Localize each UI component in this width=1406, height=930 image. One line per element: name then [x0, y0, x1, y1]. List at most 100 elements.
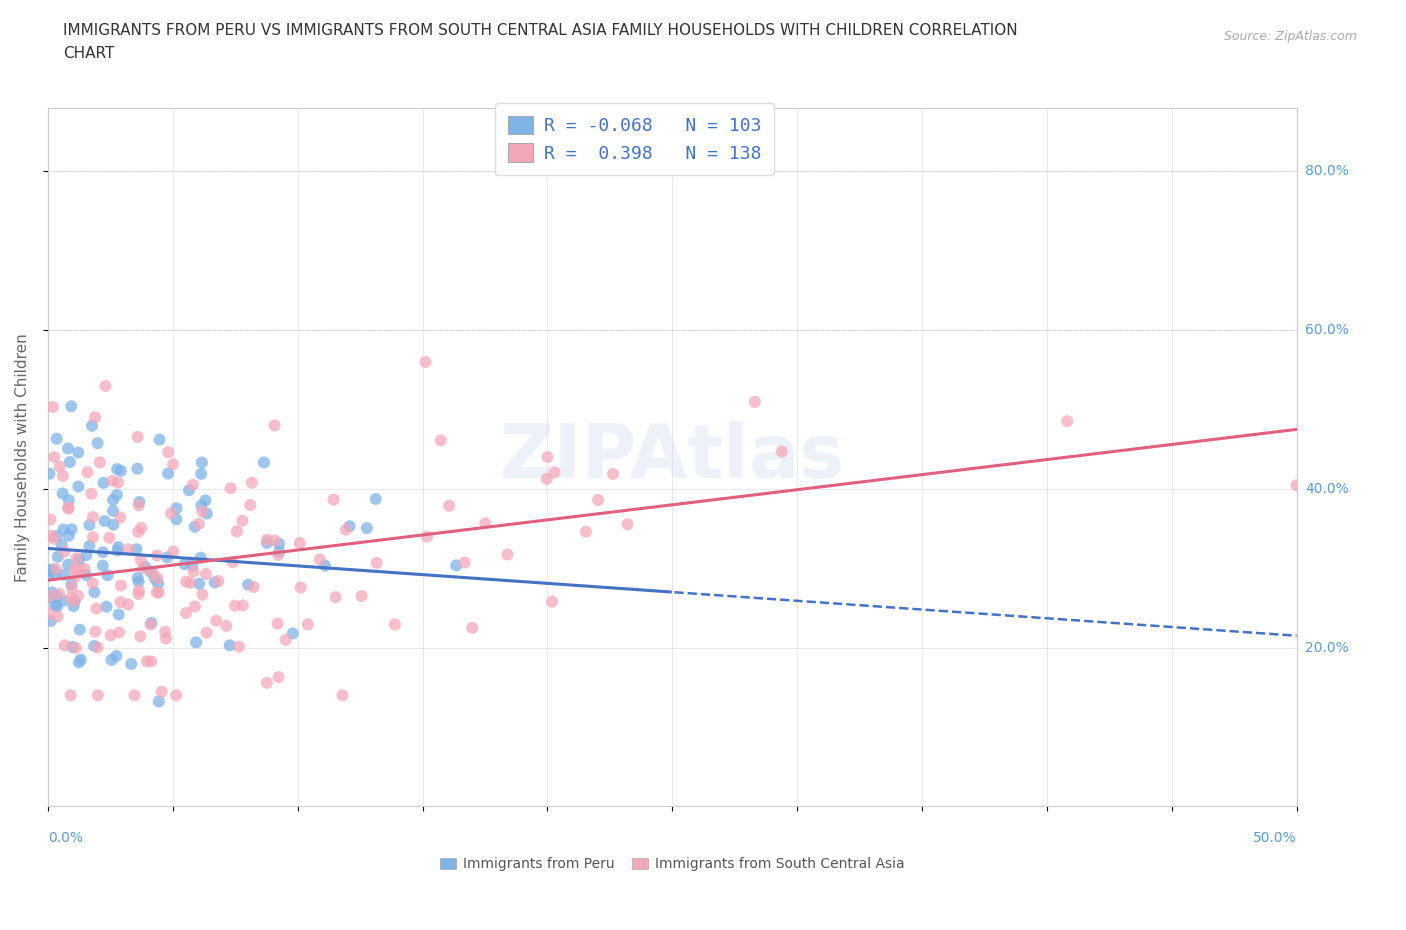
- Point: [416, 529, 439, 544]
- Point: [127, 461, 149, 476]
- Point: [87, 688, 110, 703]
- Point: [429, 433, 451, 448]
- Text: IMMIGRANTS FROM PERU VS IMMIGRANTS FROM SOUTH CENTRAL ASIA FAMILY HOUSEHOLDS WIT: IMMIGRANTS FROM PERU VS IMMIGRANTS FROM …: [63, 23, 1018, 38]
- Text: 80.0%: 80.0%: [1305, 165, 1348, 179]
- Legend: Immigrants from Peru, Immigrants from South Central Asia: Immigrants from Peru, Immigrants from So…: [434, 852, 911, 877]
- Point: [69, 652, 91, 667]
- Point: [44, 598, 66, 613]
- Point: [187, 516, 209, 531]
- Point: [141, 565, 163, 579]
- Point: [110, 510, 132, 525]
- Point: [101, 473, 124, 488]
- Point: [575, 525, 598, 539]
- Point: [141, 616, 163, 631]
- Point: [117, 597, 139, 612]
- Point: [332, 688, 354, 703]
- Point: [41, 585, 63, 600]
- Point: [38, 567, 60, 582]
- Point: [191, 587, 214, 602]
- Point: [179, 576, 201, 591]
- Point: [224, 598, 246, 613]
- Point: [127, 570, 149, 585]
- Point: [83, 639, 105, 654]
- Point: [79, 518, 101, 533]
- Point: [139, 565, 162, 579]
- Point: [415, 354, 437, 369]
- Point: [184, 519, 207, 534]
- Point: [602, 467, 624, 482]
- Point: [38, 563, 60, 578]
- Text: 40.0%: 40.0%: [1305, 482, 1348, 496]
- Point: [231, 513, 253, 528]
- Point: [98, 530, 121, 545]
- Point: [146, 577, 169, 591]
- Point: [136, 654, 159, 669]
- Point: [107, 543, 129, 558]
- Point: [97, 568, 120, 583]
- Point: [242, 579, 264, 594]
- Point: [96, 599, 118, 614]
- Point: [128, 498, 150, 512]
- Point: [1056, 414, 1078, 429]
- Point: [125, 542, 148, 557]
- Point: [65, 641, 87, 656]
- Point: [82, 576, 104, 591]
- Point: [75, 567, 97, 582]
- Point: [770, 445, 793, 459]
- Point: [46, 550, 69, 565]
- Point: [281, 626, 304, 641]
- Point: [48, 459, 70, 474]
- Point: [79, 538, 101, 553]
- Point: [146, 585, 169, 600]
- Point: [84, 410, 107, 425]
- Point: [350, 589, 373, 604]
- Point: [128, 587, 150, 602]
- Point: [127, 430, 149, 445]
- Point: [62, 640, 84, 655]
- Point: [108, 625, 131, 640]
- Point: [56, 557, 79, 572]
- Text: CHART: CHART: [63, 46, 115, 61]
- Point: [190, 467, 212, 482]
- Point: [129, 552, 152, 567]
- Point: [91, 558, 114, 573]
- Point: [256, 532, 278, 547]
- Point: [58, 500, 80, 515]
- Point: [46, 600, 69, 615]
- Point: [256, 675, 278, 690]
- Point: [69, 622, 91, 637]
- Point: [105, 461, 128, 476]
- Point: [204, 575, 226, 590]
- Point: [41, 562, 63, 577]
- Point: [45, 528, 67, 543]
- Point: [52, 469, 75, 484]
- Point: [226, 524, 249, 538]
- Point: [60, 591, 83, 605]
- Point: [308, 551, 330, 566]
- Point: [38, 589, 60, 604]
- Point: [60, 522, 83, 537]
- Point: [107, 607, 129, 622]
- Point: [53, 567, 76, 582]
- Point: [146, 548, 169, 563]
- Point: [107, 539, 129, 554]
- Point: [128, 575, 150, 590]
- Point: [135, 560, 157, 575]
- Point: [63, 593, 86, 608]
- Point: [82, 510, 104, 525]
- Point: [1285, 478, 1308, 493]
- Point: [59, 455, 82, 470]
- Point: [60, 580, 83, 595]
- Point: [42, 531, 65, 546]
- Point: [86, 435, 108, 450]
- Point: [364, 492, 387, 507]
- Y-axis label: Family Households with Children: Family Households with Children: [15, 333, 30, 581]
- Point: [66, 589, 89, 604]
- Point: [267, 670, 290, 684]
- Point: [541, 594, 564, 609]
- Point: [58, 501, 80, 516]
- Point: [228, 639, 250, 654]
- Point: [65, 569, 87, 584]
- Point: [143, 571, 166, 586]
- Point: [266, 617, 288, 631]
